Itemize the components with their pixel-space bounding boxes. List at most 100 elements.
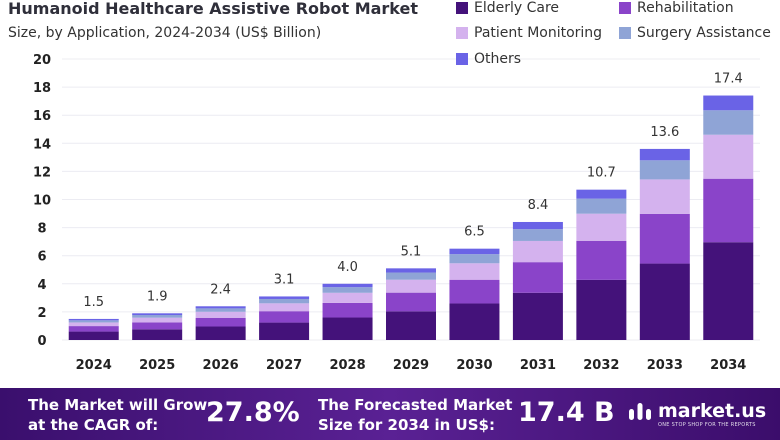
y-tick-label: 14 (33, 137, 51, 152)
legend-label-surgery-assistance: Surgery Assistance (637, 25, 771, 41)
chart-title: Humanoid Healthcare Assistive Robot Mark… (8, 0, 419, 18)
bar-segment-rehabilitation-2030 (449, 279, 500, 304)
legend-swatch-rehabilitation (619, 2, 631, 14)
total-label-2031: 8.4 (528, 198, 549, 213)
bar-segment-patient-monitoring-2032 (576, 213, 627, 241)
legend-item-elderly-care: Elderly Care (456, 0, 559, 16)
x-tick-label-2029: 2029 (393, 358, 429, 373)
x-tick-label-2030: 2030 (456, 358, 492, 373)
forecast-caption: The Forecasted Market Size for 2034 in U… (318, 395, 512, 435)
y-tick-label: 4 (37, 278, 46, 293)
bar-segment-surgery-assistance-2024 (68, 320, 119, 323)
bar-segment-others-2031 (512, 221, 563, 230)
legend-swatch-surgery-assistance (619, 27, 631, 39)
x-tick-label-2028: 2028 (329, 358, 365, 373)
legend-item-surgery-assistance: Surgery Assistance (619, 25, 771, 41)
y-tick-label: 12 (33, 165, 51, 180)
x-tick-label-2026: 2026 (203, 358, 239, 373)
chart-area: 0 2 4 6 8 10 12 14 16 18 20 1.5 1.9 2.4 3.1 4.0 5.1 6.5 8… (33, 53, 760, 373)
legend: Elderly Care Rehabilitation Patient Moni… (456, 0, 780, 70)
bar-segment-others-2029 (386, 268, 436, 273)
bar-segment-others-2034 (703, 95, 754, 111)
forecast-caption-line2: Size for 2034 in US$: (318, 416, 495, 434)
bar-segment-surgery-assistance-2031 (512, 229, 563, 241)
y-tick-label: 6 (37, 250, 46, 265)
bar-segment-elderly-care-2030 (449, 303, 500, 340)
forecast-value: 17.4 B (518, 397, 615, 428)
y-tick-label: 10 (33, 194, 51, 209)
total-label-2034: 17.4 (714, 72, 743, 87)
legend-label-others: Others (474, 51, 522, 67)
bar-segment-elderly-care-2034 (703, 242, 754, 340)
bar-segment-rehabilitation-2029 (386, 292, 436, 312)
legend-item-patient-monitoring: Patient Monitoring (456, 25, 602, 41)
total-label-2032: 10.7 (587, 166, 616, 181)
total-label-2027: 3.1 (274, 272, 295, 287)
bar-segment-patient-monitoring-2034 (703, 134, 754, 179)
bar-segment-surgery-assistance-2026 (195, 308, 246, 312)
bar-segment-surgery-assistance-2029 (386, 272, 436, 280)
legend-label-patient-monitoring: Patient Monitoring (474, 25, 603, 41)
bar-segment-elderly-care-2032 (576, 279, 627, 340)
bar-segment-others-2024 (68, 318, 119, 321)
legend-swatch-others (456, 53, 468, 65)
bar-segment-patient-monitoring-2031 (512, 240, 563, 263)
bar-segment-elderly-care-2033 (639, 263, 690, 340)
bar-segment-patient-monitoring-2024 (68, 322, 119, 327)
bar-segment-patient-monitoring-2030 (449, 263, 500, 280)
x-tick-label-2025: 2025 (139, 358, 175, 373)
total-label-2033: 13.6 (650, 125, 679, 140)
bar-segment-elderly-care-2028 (322, 317, 373, 340)
total-label-2025: 1.9 (147, 289, 168, 304)
total-label-2024: 1.5 (83, 295, 104, 310)
y-tick-label: 2 (37, 306, 46, 321)
legend-label-elderly-care: Elderly Care (474, 0, 560, 16)
footer-banner: The Market will Grow at the CAGR of: 27.… (0, 388, 780, 440)
total-label-2030: 6.5 (464, 225, 485, 240)
bar-segment-rehabilitation-2032 (576, 240, 627, 280)
x-tick-label-2034: 2034 (710, 358, 746, 373)
y-tick-label: 18 (33, 81, 51, 96)
y-tick-label: 16 (33, 109, 51, 124)
bar-segment-others-2026 (195, 306, 246, 309)
bar-segment-rehabilitation-2025 (132, 322, 183, 330)
x-axis-ticks: 2024 2025 2026 2027 2028 2029 2030 2031 2032 2033… (76, 358, 747, 373)
brand-logo-icon (629, 403, 651, 420)
total-label-2029: 5.1 (401, 244, 422, 259)
y-tick-label: 0 (37, 334, 46, 349)
bar-segment-patient-monitoring-2025 (132, 317, 183, 323)
y-tick-label: 8 (37, 222, 46, 237)
bar-segment-elderly-care-2029 (386, 311, 436, 340)
y-tick-label: 20 (33, 53, 51, 68)
cagr-caption: The Market will Grow at the CAGR of: (28, 395, 207, 435)
cagr-value: 27.8% (206, 397, 300, 428)
bar-segment-rehabilitation-2026 (195, 317, 246, 327)
bar-segment-elderly-care-2031 (512, 292, 563, 340)
bar-segment-rehabilitation-2024 (68, 326, 119, 332)
brand-tagline: ONE STOP SHOP FOR THE REPORTS (658, 422, 756, 428)
cagr-caption-line2: at the CAGR of: (28, 416, 159, 434)
bar-segment-surgery-assistance-2028 (322, 287, 373, 293)
legend-label-rehabilitation: Rehabilitation (637, 0, 734, 16)
bars (68, 95, 754, 340)
bar-segment-surgery-assistance-2030 (449, 254, 500, 264)
bar-segment-others-2025 (132, 313, 183, 315)
bar-segment-surgery-assistance-2033 (639, 160, 690, 180)
bar-segment-rehabilitation-2028 (322, 302, 373, 318)
forecast-caption-line1: The Forecasted Market (318, 396, 513, 414)
x-tick-label-2033: 2033 (647, 358, 683, 373)
legend-item-rehabilitation: Rehabilitation (619, 0, 734, 16)
bar-segment-surgery-assistance-2032 (576, 198, 627, 214)
gridlines (62, 58, 760, 341)
legend-swatch-patient-monitoring (456, 27, 468, 39)
x-tick-label-2024: 2024 (76, 358, 112, 373)
bar-segment-patient-monitoring-2033 (639, 179, 690, 214)
bar-segment-patient-monitoring-2028 (322, 292, 373, 303)
bar-segment-surgery-assistance-2034 (703, 110, 754, 135)
cagr-caption-line1: The Market will Grow (28, 396, 208, 414)
bar-segment-others-2028 (322, 283, 373, 288)
bar-segment-others-2033 (639, 148, 690, 161)
legend-swatch-elderly-care (456, 2, 468, 14)
y-axis-ticks: 0 2 4 6 8 10 12 14 16 18 20 (33, 53, 51, 349)
bar-segment-patient-monitoring-2027 (259, 303, 310, 312)
